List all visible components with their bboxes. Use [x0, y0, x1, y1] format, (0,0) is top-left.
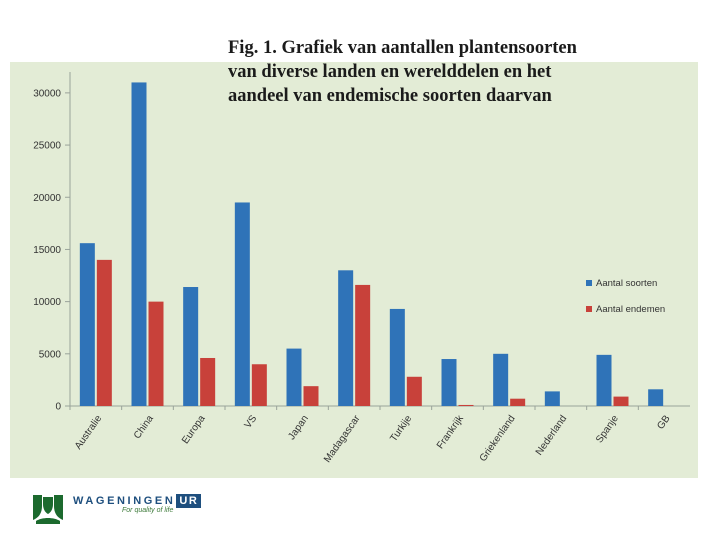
- logo-wordmark: WAGENINGEN UR: [73, 494, 202, 508]
- bar-aantal-endemen: [510, 398, 526, 406]
- bar-aantal-soorten: [234, 202, 250, 406]
- x-category-label: Japan: [286, 413, 311, 442]
- x-category-label: Europa: [180, 413, 208, 446]
- bar-aantal-soorten: [648, 389, 664, 406]
- bar-aantal-endemen: [355, 284, 371, 406]
- bar-aantal-endemen: [458, 404, 474, 406]
- bar-chart: 0 5000 10000 15000 20000 25000 30000 Australie C…: [33, 72, 690, 465]
- logo-word-text: WAGENINGEN: [73, 495, 176, 507]
- wageningen-logo-icon: [30, 492, 66, 524]
- bar-aantal-endemen: [251, 364, 267, 406]
- bar-aantal-soorten: [544, 391, 560, 406]
- legend-swatch: [586, 280, 592, 286]
- y-tick-label: 15000: [33, 245, 61, 256]
- chart-panel: 0 5000 10000 15000 20000 25000 30000 Australie C…: [10, 62, 698, 478]
- figure-title-line: Fig. 1. Grafiek van aantallen plantensoo…: [228, 38, 577, 58]
- x-category-label: Frankrijk: [435, 413, 467, 452]
- bar-aantal-endemen: [148, 301, 164, 406]
- bar-aantal-endemen: [200, 357, 216, 406]
- bar-aantal-soorten: [596, 354, 612, 406]
- bar-aantal-endemen: [96, 259, 112, 406]
- y-tick-label: 5000: [39, 349, 62, 360]
- x-category-label: Griekenland: [478, 413, 518, 463]
- bar-aantal-endemen: [406, 376, 422, 406]
- bar-aantal-soorten: [493, 353, 509, 406]
- y-tick-label: 10000: [33, 297, 61, 308]
- x-category-label: GB: [655, 413, 672, 431]
- wageningen-ur-logo: WAGENINGEN UR For quality of life: [30, 492, 230, 528]
- x-category-label: Nederland: [534, 413, 569, 457]
- bar-aantal-endemen: [613, 396, 629, 406]
- legend-label: Aantal endemen: [596, 304, 665, 315]
- bar-aantal-soorten: [338, 270, 354, 406]
- figure-title-line: van diverse landen en werelddelen en het: [228, 62, 552, 82]
- x-category-label: Spanje: [594, 413, 621, 445]
- legend-label: Aantal soorten: [596, 278, 657, 289]
- legend-swatch: [586, 306, 592, 312]
- figure-title-line: aandeel van endemische soorten daarvan: [228, 86, 552, 106]
- x-category-label: Australie: [73, 413, 105, 452]
- y-tick-label: 25000: [33, 141, 61, 152]
- bar-aantal-soorten: [183, 287, 199, 406]
- logo-tagline: For quality of life: [122, 507, 174, 514]
- x-category-label: China: [132, 413, 156, 441]
- x-category-label: Turkije: [388, 413, 414, 444]
- y-tick-label: 30000: [33, 88, 61, 99]
- bar-aantal-soorten: [441, 359, 457, 406]
- bar-aantal-soorten: [79, 243, 95, 406]
- bar-aantal-soorten: [131, 82, 147, 406]
- x-category-label: VS: [243, 413, 260, 431]
- bar-aantal-soorten: [286, 348, 302, 406]
- x-category-label: Madagascar: [322, 413, 363, 465]
- y-tick-label: 0: [55, 402, 61, 413]
- y-tick-label: 20000: [33, 193, 61, 204]
- figure-title: Fig. 1. Grafiek van aantallen plantensoo…: [228, 36, 698, 108]
- bar-aantal-endemen: [303, 386, 319, 406]
- logo-ur-badge: UR: [176, 494, 202, 508]
- bar-aantal-soorten: [389, 308, 405, 406]
